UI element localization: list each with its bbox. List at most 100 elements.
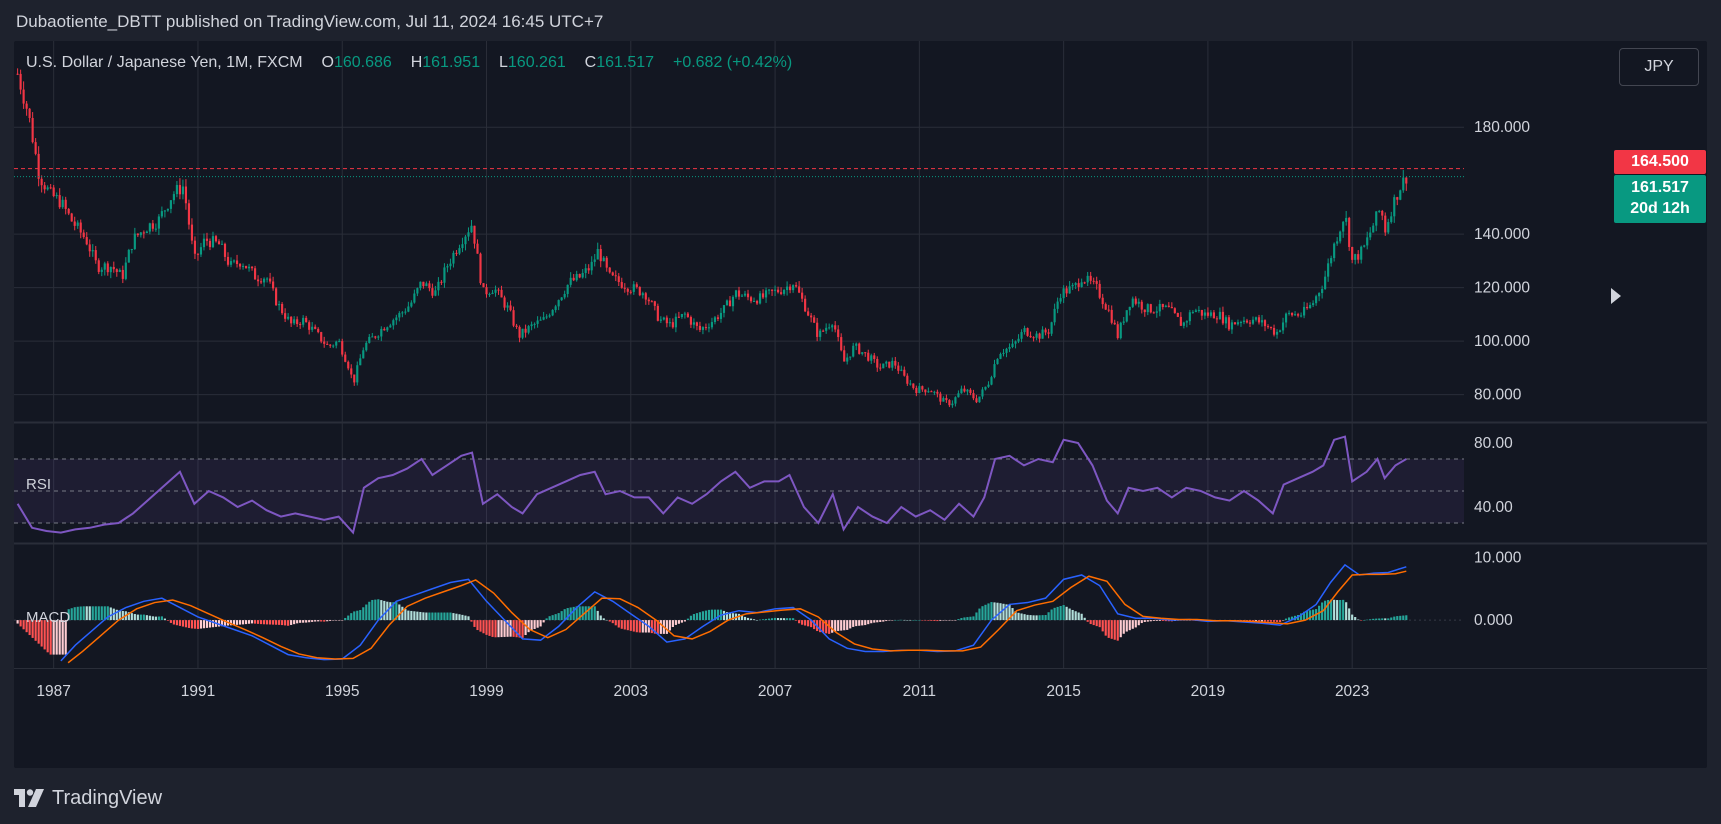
macd-histogram-bar [359, 610, 362, 621]
candle-body [1020, 332, 1023, 339]
macd-histogram-bar [323, 620, 326, 622]
macd-histogram-bar [184, 620, 188, 628]
candle-body [1330, 258, 1333, 264]
macd-histogram-bar [1309, 610, 1312, 621]
macd-histogram-bar [858, 620, 861, 626]
candle-body [758, 293, 762, 304]
candle-body [235, 260, 239, 264]
macd-histogram-bar [665, 620, 668, 634]
macd-histogram-bar [395, 602, 398, 621]
macd-histogram-bar [40, 620, 43, 647]
macd-histogram-bar [638, 620, 641, 633]
macd-histogram-bar [287, 620, 290, 626]
macd-histogram-bar [1143, 620, 1146, 622]
candle-body [1140, 301, 1143, 310]
candle-body [716, 317, 720, 319]
candle-body [1026, 328, 1029, 336]
scroll-to-realtime-icon[interactable] [1611, 288, 1621, 304]
candle-body [293, 319, 296, 324]
chart-svg[interactable]: 180.000 140.000 120.000 100.000 80.000 80.00 4… [14, 41, 1707, 768]
macd-histogram-bar [942, 620, 945, 621]
candle-body [1167, 305, 1170, 307]
candle-body [1300, 315, 1303, 317]
macd-histogram-bar [398, 604, 401, 621]
candle-body [1038, 333, 1041, 339]
candle-body [719, 312, 723, 319]
macd-histogram-bar [1287, 617, 1291, 621]
macd-histogram-bar [1026, 614, 1029, 621]
macd-histogram-bar [1354, 617, 1357, 621]
candle-body [692, 322, 695, 325]
candle-body [1149, 304, 1152, 313]
macd-histogram-bar [855, 620, 858, 627]
candle-body [545, 316, 548, 318]
candle-body [55, 195, 58, 197]
macd-histogram-bar [263, 620, 266, 625]
candle-body [972, 393, 975, 399]
candle-body [1170, 306, 1173, 309]
candle-body [190, 224, 194, 241]
candle-body [1405, 177, 1408, 184]
macd-histogram-bar [819, 620, 822, 633]
candle-body [386, 327, 389, 331]
candle-body [1209, 312, 1212, 316]
macd-histogram-bar [416, 611, 419, 621]
candle-body [103, 263, 106, 270]
candle-body [822, 330, 825, 332]
macd-histogram-bar [1101, 620, 1104, 632]
candle-body [846, 357, 849, 362]
candle-body [341, 341, 344, 355]
footer-brand-name: TradingView [52, 786, 163, 809]
macd-histogram-bar [587, 606, 590, 621]
candle-body [1315, 296, 1318, 304]
macd-histogram-bar [275, 620, 278, 625]
candle-body [755, 300, 759, 304]
candle-body [1227, 317, 1231, 330]
candle-body [644, 293, 647, 300]
macd-histogram-bar [560, 611, 563, 621]
candle-body [773, 289, 777, 291]
macd-histogram-bar [362, 607, 365, 621]
candle-body [335, 341, 338, 346]
candle-body [31, 117, 34, 143]
candle-body [867, 352, 870, 361]
macd-histogram-bar [894, 620, 897, 621]
macd-histogram-bar [1348, 608, 1351, 621]
candle-body [686, 313, 689, 318]
macd-histogram-bar [1140, 620, 1143, 624]
macd-histogram-bar [752, 619, 756, 621]
macd-histogram-bar [951, 620, 954, 621]
macd-histogram-bar [229, 620, 233, 626]
macd-histogram-bar [187, 620, 191, 628]
currency-button[interactable]: JPY [1619, 48, 1699, 86]
candle-body [966, 389, 969, 392]
macd-histogram-bar [861, 620, 864, 626]
candle-body [365, 342, 368, 351]
candle-body [1050, 322, 1053, 334]
macd-histogram-bar [882, 620, 885, 622]
candle-body [602, 257, 605, 262]
candle-body [1110, 309, 1113, 323]
candle-body [512, 310, 515, 326]
macd-histogram-bar [1041, 615, 1044, 621]
macd-histogram-bar [725, 612, 729, 621]
macd-histogram-bar [202, 620, 206, 629]
macd-histogram-bar [1342, 599, 1345, 621]
candle-body [1327, 263, 1330, 277]
macd-histogram-bar [758, 619, 762, 621]
candle-body [1266, 326, 1270, 328]
candle-body [954, 397, 957, 404]
candle-body [936, 391, 939, 394]
candle-body [446, 266, 449, 268]
macd-histogram-bar [1167, 620, 1170, 622]
candle-body [668, 322, 671, 324]
candle-body [1137, 301, 1140, 304]
rsi-pane-label: RSI [26, 476, 52, 493]
macd-histogram-bar [948, 620, 951, 621]
macd-histogram-bar [356, 610, 359, 621]
macd-histogram-bar [1020, 613, 1023, 621]
candle-body [539, 319, 542, 321]
chart-frame[interactable]: 180.000 140.000 120.000 100.000 80.000 80.00 4… [14, 41, 1707, 768]
candle-body [834, 325, 837, 330]
candle-body [73, 221, 76, 226]
